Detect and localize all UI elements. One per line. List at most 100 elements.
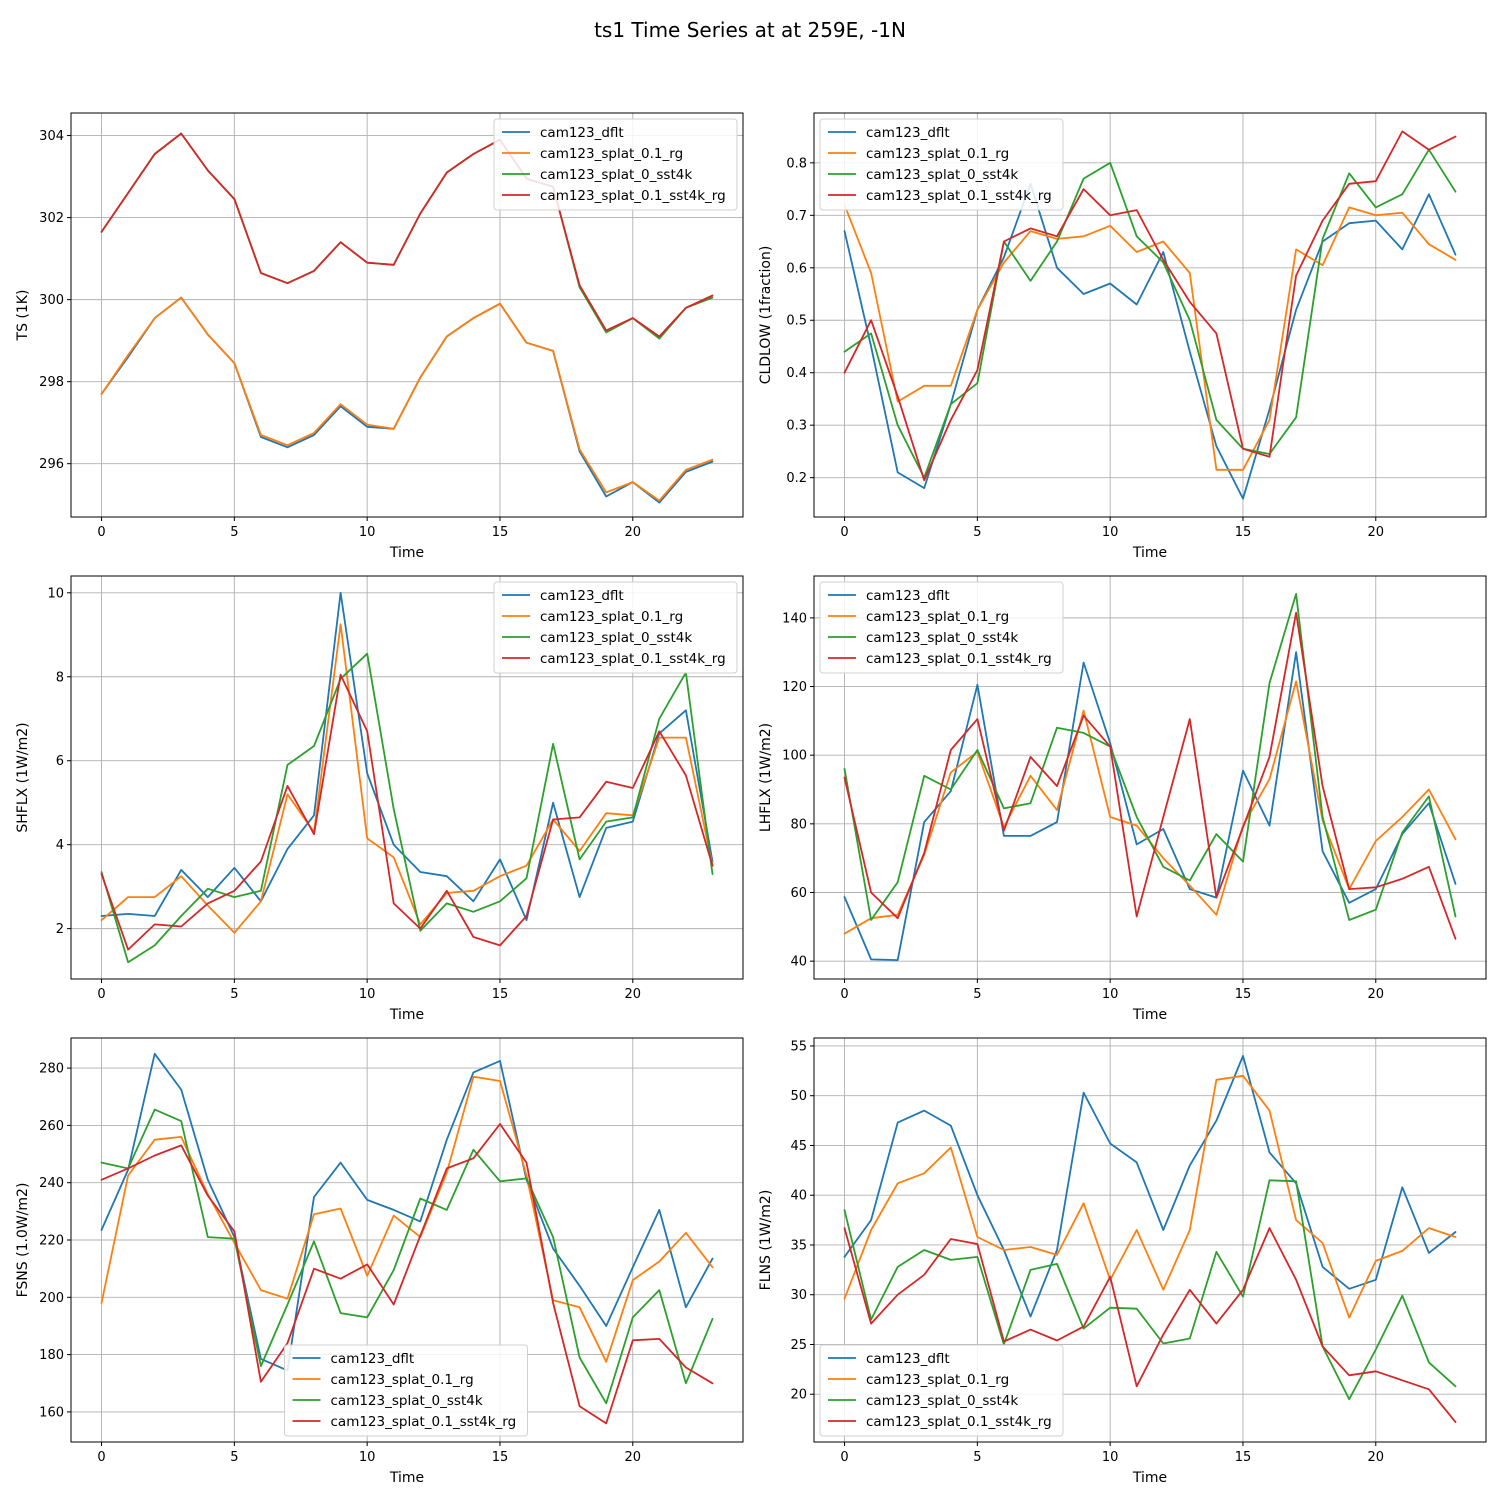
x-tick-label: 15 [492,987,509,1002]
y-tick-label: 10 [47,586,64,601]
legend: cam123_dflt cam123_splat_0.1_rg cam123_spl… [819,1344,1064,1437]
axes-frame [813,1037,1487,1443]
series-line-cam123_splat_0.1_sst4k_rg [100,132,714,338]
legend-label: cam123_splat_0.1_sst4k_rg [540,188,726,204]
legend-frame [493,118,738,211]
legend-label: cam123_splat_0.1_sst4k_rg [866,651,1052,667]
y-tick-label: 50 [790,1089,807,1104]
x-tick-label: 15 [492,525,509,540]
y-tick-label: 6 [56,754,64,769]
series-line-cam123_splat_0.1_rg [100,296,714,502]
x-axis-label: Time [1132,1470,1167,1486]
y-tick-label: 180 [39,1348,64,1363]
y-tick-label: 200 [39,1291,64,1306]
y-tick-label: 45 [790,1139,807,1154]
legend-frame [819,581,1064,674]
y-tick-label: 35 [790,1238,807,1253]
x-axis-label: Time [389,545,424,561]
legend-label: cam123_splat_0_sst4k [331,1393,483,1409]
legend-label: cam123_splat_0.1_rg [331,1372,474,1388]
series-line-cam123_splat_0.1_rg [843,203,1457,471]
series-line-cam123_splat_0.1_sst4k_rg [843,1227,1457,1423]
legend-frame [819,1344,1064,1437]
y-tick-label: 0.2 [786,471,807,486]
x-tick-label: 20 [1367,1450,1384,1465]
legend-label: cam123_dflt [540,125,624,141]
series-line-cam123_splat_0_sst4k [843,148,1457,479]
series-line-cam123_splat_0.1_sst4k_rg [100,1123,714,1425]
y-tick-label: 8 [56,670,64,685]
series-line-cam123_splat_0.1_sst4k_rg [843,130,1457,482]
x-tick-label: 10 [359,1450,376,1465]
y-axis-label: FLNS (1W/m2) [758,1190,774,1291]
x-tick-label: 0 [97,1450,105,1465]
x-tick-label: 10 [359,987,376,1002]
subplot-3: 0 5 10 15 20 2 4 6 8 10 Time SHFLX (1W/m2) cam123_df… [15,575,744,1023]
x-tick-label: 0 [97,525,105,540]
legend-label: cam123_splat_0.1_rg [540,609,683,625]
legend-frame [284,1344,528,1437]
subplot-4: 0 5 10 15 20 40 60 80 100 120 140 Time LHFLX (1W/m2)… [758,575,1487,1023]
x-tick-label: 20 [624,987,641,1002]
legend-frame [493,581,738,674]
x-tick-label: 20 [624,525,641,540]
series-line-cam123_dflt [100,1052,714,1372]
y-axis-label: TS (1K) [15,290,31,342]
x-axis-label: Time [389,1470,424,1486]
y-tick-label: 100 [782,749,807,764]
y-tick-label: 20 [790,1388,807,1403]
legend: cam123_dflt cam123_splat_0.1_rg cam123_spl… [819,118,1064,211]
legend-label: cam123_splat_0_sst4k [866,630,1018,646]
series-line-cam123_splat_0.1_rg [843,1074,1457,1319]
y-tick-label: 80 [790,817,807,832]
legend-label: cam123_splat_0.1_rg [866,1372,1009,1388]
y-tick-label: 296 [39,457,64,472]
series-line-cam123_splat_0_sst4k [843,1179,1457,1401]
series-line-cam123_splat_0_sst4k [843,593,1457,921]
y-axis-label: SHFLX (1W/m2) [15,722,31,832]
y-tick-label: 40 [790,1189,807,1204]
legend-label: cam123_dflt [866,1351,950,1367]
series-line-cam123_splat_0.1_rg [100,1075,714,1363]
y-tick-label: 160 [39,1405,64,1420]
legend-label: cam123_splat_0.1_rg [866,609,1009,625]
y-tick-label: 0.4 [786,366,807,381]
x-tick-label: 10 [1102,525,1119,540]
legend-label: cam123_splat_0.1_sst4k_rg [866,188,1052,204]
legend-label: cam123_dflt [540,588,624,604]
axes-frame [813,112,1487,518]
y-tick-label: 280 [39,1062,64,1077]
y-tick-label: 302 [39,211,64,226]
axes-frame [70,112,744,518]
y-tick-label: 0.3 [786,419,807,434]
subplot-2: 0 5 10 15 20 0.2 0.3 0.4 0.5 0.6 0.7 0.8 Time CLDLOW … [758,112,1487,561]
legend-label: cam123_splat_0_sst4k [866,167,1018,183]
x-tick-label: 10 [1102,987,1119,1002]
x-axis-label: Time [389,1007,424,1023]
x-tick-label: 0 [97,987,105,1002]
y-tick-label: 40 [790,955,807,970]
x-tick-label: 20 [624,1450,641,1465]
series-line-cam123_splat_0_sst4k [100,652,714,964]
x-tick-label: 0 [840,1450,848,1465]
series-line-cam123_splat_0.1_rg [100,623,714,934]
x-tick-label: 0 [840,987,848,1002]
x-tick-label: 10 [359,525,376,540]
legend-label: cam123_dflt [331,1351,415,1367]
y-tick-label: 2 [56,922,64,937]
legend-frame [819,118,1064,211]
x-tick-label: 5 [230,525,238,540]
x-axis-label: Time [1132,1007,1167,1023]
y-tick-label: 304 [39,129,64,144]
x-tick-label: 15 [1235,987,1252,1002]
legend: cam123_dflt cam123_splat_0.1_rg cam123_spl… [493,118,738,211]
legend-label: cam123_splat_0.1_rg [866,146,1009,162]
y-tick-label: 0.5 [786,314,807,329]
legend-label: cam123_splat_0_sst4k [540,630,692,646]
y-tick-label: 0.6 [786,261,807,276]
y-tick-label: 140 [782,611,807,626]
legend: cam123_dflt cam123_splat_0.1_rg cam123_spl… [284,1344,528,1437]
y-tick-label: 300 [39,293,64,308]
